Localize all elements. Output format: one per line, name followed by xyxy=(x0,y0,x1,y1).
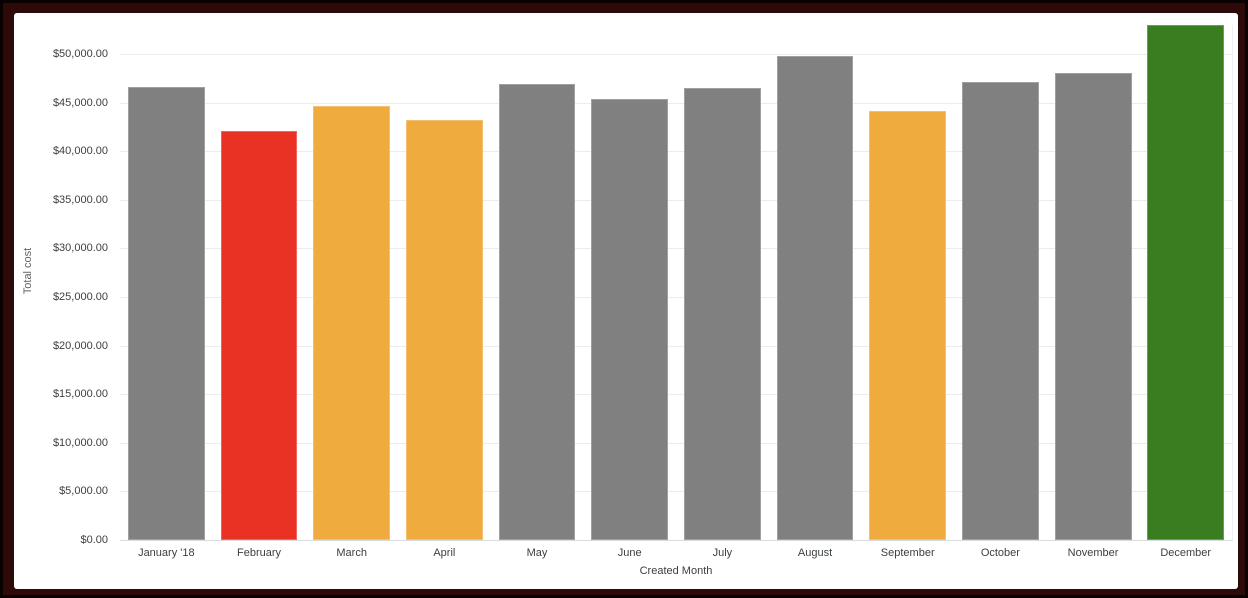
bar-may[interactable] xyxy=(498,84,576,540)
gridline xyxy=(120,199,1232,201)
x-tick-label: May xyxy=(526,547,548,559)
x-tick-label: March xyxy=(336,547,367,559)
bar-october[interactable] xyxy=(961,82,1039,540)
bar-slot xyxy=(1047,25,1140,540)
y-axis-ticks: $0.00 $5,000.00 $10,000.00 $15,000.00 $20,00… xyxy=(14,25,108,546)
bar-slot xyxy=(954,25,1047,540)
y-tick-label: $30,000.00 xyxy=(52,242,108,255)
bar-slot xyxy=(583,25,676,540)
bar-september[interactable] xyxy=(869,111,947,540)
x-tick-label: September xyxy=(880,547,935,559)
y-tick-label: $25,000.00 xyxy=(52,291,108,304)
bar-august[interactable] xyxy=(776,56,854,540)
y-tick-label: $10,000.00 xyxy=(52,436,108,449)
gridline xyxy=(120,102,1232,104)
x-tick-label: July xyxy=(712,547,733,559)
bar-january-18[interactable] xyxy=(127,87,205,540)
bar-slot xyxy=(769,25,862,540)
bar-july[interactable] xyxy=(683,88,761,540)
bars xyxy=(120,25,1232,540)
y-tick-label: $35,000.00 xyxy=(52,193,108,206)
gridline xyxy=(120,248,1232,250)
y-tick-label: $40,000.00 xyxy=(52,145,108,158)
gridline xyxy=(120,345,1232,347)
gridline xyxy=(120,54,1232,56)
x-tick-label: October xyxy=(980,547,1020,559)
y-tick-label: $0.00 xyxy=(80,534,108,546)
bar-slot xyxy=(213,25,306,540)
x-tick-label: January '18 xyxy=(138,547,195,559)
bar-slot xyxy=(398,25,491,540)
x-tick-label: June xyxy=(617,547,642,559)
bar-slot xyxy=(120,25,213,540)
bar-slot xyxy=(1139,25,1232,540)
bar-slot xyxy=(861,25,954,540)
x-tick-label: December xyxy=(1160,547,1212,559)
bar-december[interactable] xyxy=(1147,25,1225,540)
x-tick-label: February xyxy=(236,547,282,559)
gridline xyxy=(120,491,1232,493)
bar-slot xyxy=(676,25,769,540)
plot-area xyxy=(120,25,1233,541)
bar-slot xyxy=(305,25,398,540)
gridline xyxy=(120,297,1232,299)
x-axis-title: Created Month xyxy=(639,565,713,577)
y-tick-label: $20,000.00 xyxy=(52,339,108,352)
y-tick-label: $45,000.00 xyxy=(52,96,108,109)
bar-slot xyxy=(491,25,584,540)
x-tick-label: November xyxy=(1067,547,1119,559)
bar-november[interactable] xyxy=(1054,72,1132,540)
bar-february[interactable] xyxy=(220,130,298,540)
bar-march[interactable] xyxy=(313,105,391,540)
bar-june[interactable] xyxy=(591,98,669,540)
y-tick-label: $15,000.00 xyxy=(52,388,108,401)
x-axis-labels: January '18 February March April May June July… xyxy=(120,547,1232,559)
y-tick-label: $50,000.00 xyxy=(52,48,108,61)
gridline xyxy=(120,394,1232,396)
gridline xyxy=(120,442,1232,444)
y-tick-label: $5,000.00 xyxy=(59,485,108,498)
x-tick-label: April xyxy=(433,547,456,559)
gridline xyxy=(120,151,1232,153)
chart-card: Total cost $0.00 $5,000.00 $10,000.00 $15,0… xyxy=(14,13,1238,589)
x-tick-label: August xyxy=(797,547,833,559)
bar-april[interactable] xyxy=(405,120,483,540)
